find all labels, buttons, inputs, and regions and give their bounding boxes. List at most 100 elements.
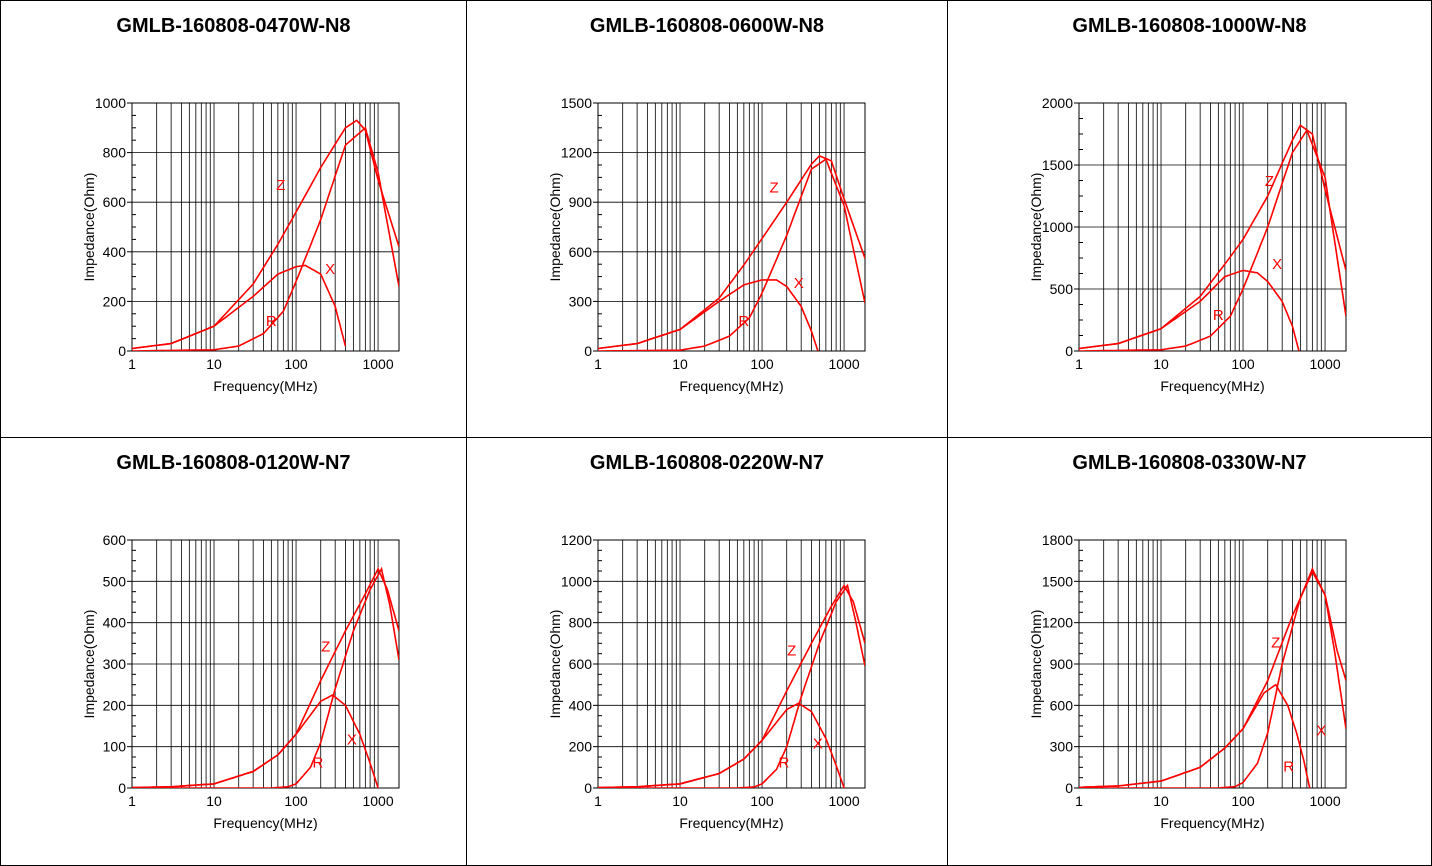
y-tick-label: 800 (569, 615, 593, 631)
curve-label-z: Z (1271, 634, 1280, 651)
y-tick-label: 200 (569, 739, 593, 755)
series-r-curve (132, 126, 399, 351)
chart-panel: GMLB-160808-0220W-N7 0 200 400 600 800 1000 120… (466, 437, 948, 866)
x-tick-label: 1000 (362, 356, 393, 372)
curve-label-r: R (1283, 758, 1294, 775)
x-tick-label: 100 (750, 356, 774, 372)
curve-label-x: X (1272, 256, 1282, 273)
impedance-chart: 0 200 400 600 800 1000 1200 1 10 100 1000 Frequency… (547, 532, 866, 831)
y-tick-label: 1200 (1042, 615, 1073, 631)
y-axis-label: Impedance(Ohm) (1028, 610, 1044, 719)
y-tick-label: 400 (103, 244, 127, 260)
y-tick-label: 1500 (1042, 157, 1073, 173)
y-tick-label: 1000 (1042, 219, 1073, 235)
y-tick-label: 0 (584, 780, 592, 796)
curve-label-x: X (794, 275, 804, 292)
y-tick-label: 600 (1050, 697, 1074, 713)
gridlines (598, 103, 865, 351)
y-tick-label: 900 (1050, 656, 1074, 672)
y-tick-label: 300 (1050, 739, 1074, 755)
y-tick-label: 100 (103, 739, 127, 755)
curve-label-z: Z (769, 179, 778, 196)
chart-title: GMLB-160808-0470W-N8 (116, 15, 351, 37)
x-tick-label: 100 (750, 793, 774, 809)
y-tick-label: 0 (118, 780, 126, 796)
gridlines (598, 540, 865, 788)
x-tick-label: 10 (206, 793, 222, 809)
y-tick-label: 500 (103, 573, 127, 589)
y-axis-label: Impedance(Ohm) (81, 610, 97, 719)
curve-label-r: R (1213, 307, 1224, 324)
y-tick-label: 0 (1065, 780, 1073, 796)
impedance-chart: 0 100 200 300 400 500 600 1 10 100 1000 Frequency(M… (81, 532, 400, 831)
x-tick-label: 1000 (1309, 793, 1340, 809)
x-axis-label: Frequency(MHz) (213, 378, 317, 394)
y-axis-label: Impedance(Ohm) (81, 173, 97, 282)
y-tick-label: 800 (103, 145, 127, 161)
chart-title: GMLB-160808-0330W-N7 (1072, 452, 1307, 474)
series-x-curve (598, 279, 819, 351)
y-axis-label: Impedance(Ohm) (547, 610, 563, 719)
x-tick-label: 1000 (362, 793, 393, 809)
series-r-curve (1079, 566, 1346, 788)
plot-frame (597, 102, 866, 352)
impedance-chart: 0 200 400 600 800 1000 1 10 100 1000 Frequency(MHz… (81, 95, 400, 394)
y-tick-label: 1000 (561, 573, 592, 589)
curve-label-r: R (779, 754, 790, 771)
curve-label-z: Z (276, 177, 285, 194)
y-tick-label: 1500 (1042, 573, 1073, 589)
y-tick-label: 1200 (561, 145, 592, 161)
y-tick-label: 200 (103, 293, 127, 309)
series-z-curve (1079, 569, 1346, 788)
chart-panel: GMLB-160808-0600W-N8 0 300 600 900 1200 1500 1 1… (466, 0, 948, 438)
x-tick-label: 1 (1075, 793, 1083, 809)
y-tick-label: 0 (584, 343, 592, 359)
x-tick-label: 1000 (828, 356, 859, 372)
curve-label-z: Z (1265, 173, 1274, 190)
x-tick-label: 100 (1231, 356, 1255, 372)
series-z-curve (132, 567, 399, 788)
x-tick-label: 1000 (828, 793, 859, 809)
y-tick-label: 600 (569, 656, 593, 672)
y-tick-label: 200 (103, 697, 127, 713)
y-axis-label: Impedance(Ohm) (1028, 173, 1044, 282)
x-tick-label: 10 (1153, 356, 1169, 372)
y-tick-label: 400 (569, 697, 593, 713)
y-tick-label: 500 (1050, 281, 1074, 297)
series-x-curve (132, 264, 347, 350)
x-tick-label: 1 (594, 356, 602, 372)
curve-label-x: X (1316, 723, 1326, 740)
y-axis-label: Impedance(Ohm) (547, 173, 563, 282)
impedance-chart: 0 500 1000 1500 2000 1 10 100 1000 Frequency(MHz)… (1028, 95, 1347, 394)
curve-label-x: X (813, 736, 823, 753)
y-tick-label: 1800 (1042, 532, 1073, 548)
series-r-curve (598, 157, 865, 351)
chart-title: GMLB-160808-0600W-N8 (589, 15, 825, 37)
series-r-curve (1079, 128, 1346, 351)
y-tick-label: 2000 (1042, 95, 1073, 111)
x-axis-label: Frequency(MHz) (213, 815, 317, 831)
x-tick-label: 10 (206, 356, 222, 372)
series-x-curve (598, 702, 845, 788)
y-tick-label: 900 (569, 194, 593, 210)
y-tick-label: 600 (103, 194, 127, 210)
y-tick-label: 0 (118, 343, 126, 359)
y-tick-label: 1200 (561, 532, 592, 548)
y-tick-label: 600 (103, 532, 127, 548)
series-x-curve (1079, 269, 1300, 351)
gridlines (1079, 103, 1346, 351)
x-tick-label: 10 (672, 356, 688, 372)
chart-panel: GMLB-160808-1000W-N8 0 500 1000 1500 2000 1 10 1… (947, 0, 1432, 438)
curve-label-x: X (347, 732, 357, 749)
x-axis-label: Frequency(MHz) (1160, 815, 1264, 831)
series-r-curve (132, 566, 399, 788)
curve-label-r: R (738, 313, 749, 330)
y-tick-label: 1500 (561, 95, 592, 111)
y-tick-label: 400 (103, 615, 127, 631)
series-z-curve (598, 583, 865, 788)
chart-title: GMLB-160808-0220W-N7 (589, 452, 825, 474)
gridlines (1079, 540, 1346, 788)
chart-panel: GMLB-160808-0470W-N8 0 200 400 600 800 1000 1 10… (0, 0, 467, 438)
series-x-curve (1079, 683, 1311, 788)
